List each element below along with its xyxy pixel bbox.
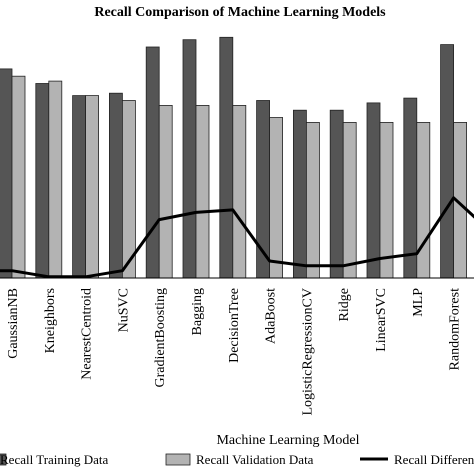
bar-validation-ridge <box>342 122 357 279</box>
x-tick-label: AdaBoost <box>264 288 279 344</box>
x-tick-label: NuSVC <box>116 288 131 332</box>
bar-validation-nusvc <box>122 100 136 279</box>
bar-training-gradientboosting <box>145 46 160 279</box>
bar-training-ridge <box>329 109 344 279</box>
x-tick-label: RandomForest <box>448 288 463 371</box>
legend-label: Recall Validation Data <box>196 452 314 467</box>
legend-item-difference: Recall Difference <box>360 452 474 467</box>
bar-validation-decisiontree <box>232 105 247 279</box>
legend-swatch <box>0 453 7 466</box>
bar-validation-logisticregressioncv <box>305 122 320 279</box>
bar-training-decisiontree <box>219 36 234 279</box>
bar-validation-gradientboosting <box>158 105 173 279</box>
legend-swatch <box>165 453 191 466</box>
legend-label: Recall Difference <box>394 452 474 467</box>
x-tick-label: Ridge <box>337 288 352 321</box>
bar-validation-nearestcentroid <box>85 95 99 279</box>
x-tick-label: GradientBoosting <box>153 288 168 388</box>
x-tick-label: Kneighbors <box>43 288 58 353</box>
bar-validation-gaussiannb <box>11 75 26 279</box>
legend-item-validation: Recall Validation Data <box>165 452 314 467</box>
bar-validation-mlp <box>416 122 431 279</box>
x-tick-label: Bagging <box>190 288 205 335</box>
bar-training-gaussiannb <box>0 68 13 279</box>
x-tick-label: MLP <box>411 288 426 317</box>
bar-training-kneighbors <box>35 83 50 279</box>
x-tick-label: NearestCentroid <box>80 288 95 380</box>
x-tick-label: GaussianNB <box>6 288 21 359</box>
x-axis-label: Machine Learning Model <box>216 433 359 448</box>
chart-title: Recall Comparison of Machine Learning Mo… <box>94 5 386 20</box>
bar-validation-kneighbors <box>48 80 63 279</box>
x-tick-label: LogisticRegressionCV <box>300 288 315 416</box>
bar-training-nusvc <box>109 92 123 279</box>
bar-validation-bagging <box>195 105 210 279</box>
bar-training-mlp <box>403 97 418 279</box>
plot-area: GaussianNB Kneighbors NearestCentroid NuSVC… <box>0 36 474 416</box>
bar-validation-adaboost <box>269 117 284 279</box>
bar-training-linearsvc <box>366 102 381 279</box>
bar-training-nearestcentroid <box>72 95 86 279</box>
bar-training-logisticregressioncv <box>292 109 307 279</box>
bar-training-bagging <box>182 39 197 279</box>
x-tick-label: LinearSVC <box>374 288 389 352</box>
x-tick-label: DecisionTree <box>227 288 242 363</box>
line-recall-difference <box>0 196 474 279</box>
bar-training-randomforest <box>440 44 455 279</box>
legend-item-training: Recall Training Data <box>0 452 109 467</box>
legend: Recall Training Data Recall Validation Da… <box>0 452 474 467</box>
legend-label: Recall Training Data <box>0 452 109 467</box>
bar-validation-linearsvc <box>379 122 394 279</box>
